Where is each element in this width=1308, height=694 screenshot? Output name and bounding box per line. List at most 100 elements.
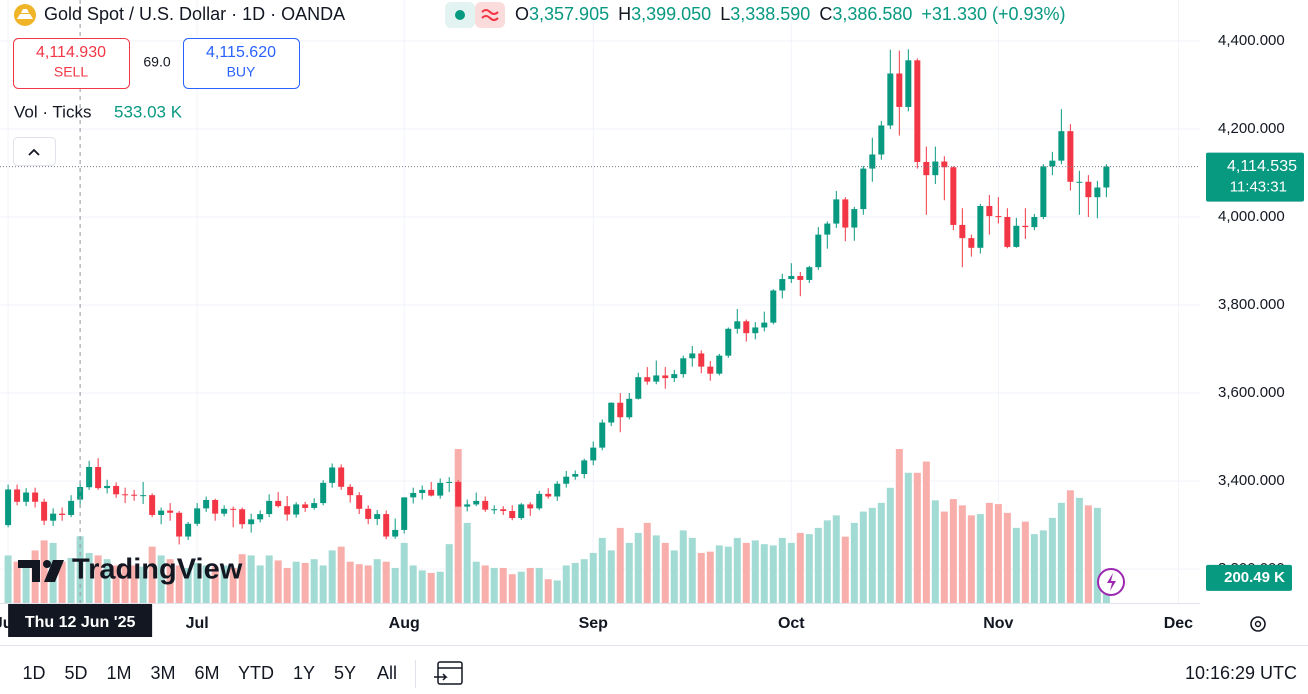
candle-body <box>986 205 993 217</box>
volume-bar <box>724 546 732 603</box>
candle-body <box>770 290 777 323</box>
candle-body <box>1103 166 1110 188</box>
candle-body <box>86 466 93 488</box>
candle-body <box>1085 181 1092 198</box>
volume-bar <box>22 565 30 603</box>
volume-bar <box>805 534 813 603</box>
candle-body <box>383 514 390 537</box>
volume-bar <box>616 527 624 603</box>
candle-body <box>608 402 615 423</box>
candle-body <box>1094 187 1101 198</box>
logo: TradingView <box>18 554 243 586</box>
candle-body <box>833 199 840 224</box>
volume-bar <box>841 536 849 603</box>
range-button[interactable]: 1D <box>22 663 45 683</box>
volume-bar <box>526 567 534 603</box>
symbol-title[interactable]: Gold Spot / U.S. Dollar · 1D · OANDA <box>44 4 345 24</box>
volume-bar <box>751 540 759 603</box>
volume-bar <box>598 537 606 603</box>
candle-body <box>707 366 714 374</box>
candle-body <box>914 60 921 162</box>
buy-button[interactable] <box>183 38 300 89</box>
candle-body <box>284 506 291 515</box>
range-button[interactable]: 5D <box>64 663 87 683</box>
candle-body <box>563 476 570 484</box>
volume-bar <box>427 572 435 603</box>
volume-last-box <box>1206 564 1292 591</box>
candle-body <box>203 500 210 509</box>
range-button[interactable]: 1Y <box>293 663 315 683</box>
toolbar: 1D 5D 1M 3M 6M YTD 1Y 5Y All <box>22 663 397 683</box>
candle-body <box>32 492 39 502</box>
candle-body <box>365 508 372 519</box>
candle-body <box>473 500 480 505</box>
candle-body <box>761 322 768 328</box>
volume-bar <box>553 580 561 603</box>
volume-bar <box>661 542 669 603</box>
volume-bar <box>1039 530 1047 603</box>
volume-bar <box>121 565 129 603</box>
volume-bar <box>688 537 696 603</box>
ohlc-value: 3,357.905 <box>529 4 609 24</box>
candle-body <box>644 377 651 382</box>
range-button[interactable]: 5Y <box>334 663 356 683</box>
sell-button[interactable] <box>13 38 130 89</box>
data-badge-icon <box>481 9 499 21</box>
candle-body <box>527 504 534 509</box>
volume-bar <box>715 545 723 603</box>
logo-mark <box>18 560 40 582</box>
candle-body <box>455 481 462 507</box>
volume-bar <box>823 520 831 603</box>
volume-bar <box>139 566 147 603</box>
range-button[interactable]: All <box>377 663 397 683</box>
candle-body <box>1013 225 1020 247</box>
candle-body <box>572 474 579 477</box>
data-badge[interactable] <box>475 2 505 28</box>
symbol-icon-bars <box>17 9 33 19</box>
volume-bar <box>760 544 768 603</box>
volume-bar <box>283 567 291 603</box>
candle-body <box>536 493 543 509</box>
clock: 10:16:29 UTC <box>1185 663 1297 683</box>
range-button[interactable]: YTD <box>238 663 274 683</box>
candle-body <box>311 503 318 508</box>
volume-bar <box>922 461 930 603</box>
calendar-body <box>437 661 463 685</box>
volume-title[interactable]: Vol · Ticks <box>14 102 91 121</box>
alert-bolt <box>1107 573 1116 591</box>
candle-body <box>248 519 255 525</box>
last-price-label: 4,114.535 <box>1227 158 1297 175</box>
volume-bar <box>787 542 795 603</box>
volume-bar <box>265 555 273 603</box>
volume-bar <box>508 574 516 603</box>
volume-bar <box>301 562 309 603</box>
calendar-icon[interactable] <box>434 661 463 685</box>
collapse-icon <box>28 148 40 156</box>
candle-body <box>635 377 642 399</box>
ohlc-letter: O <box>515 4 529 24</box>
settings-icon[interactable] <box>1250 616 1266 632</box>
volume-bar <box>796 532 804 603</box>
volume-bar <box>670 550 678 603</box>
candle-body <box>122 494 129 496</box>
candle-body <box>680 358 687 375</box>
volume-bar <box>472 561 480 603</box>
candle-body <box>878 125 885 155</box>
volume-bar <box>562 565 570 603</box>
volume-bar <box>193 562 201 603</box>
buy-label: BUY <box>227 64 256 80</box>
candle-body <box>599 422 606 448</box>
candle-body <box>977 205 984 248</box>
volume-bar <box>544 579 552 603</box>
candle-body <box>1076 181 1083 183</box>
sell-price: 4,114.930 <box>36 44 106 61</box>
volume-bar <box>67 557 75 603</box>
candle-body <box>1040 166 1047 217</box>
range-button[interactable]: 6M <box>194 663 219 683</box>
volume-bar <box>346 561 354 603</box>
range-button[interactable]: 1M <box>106 663 131 683</box>
range-button[interactable]: 3M <box>150 663 175 683</box>
candle-body <box>50 513 57 521</box>
volume-bar <box>1075 497 1083 603</box>
